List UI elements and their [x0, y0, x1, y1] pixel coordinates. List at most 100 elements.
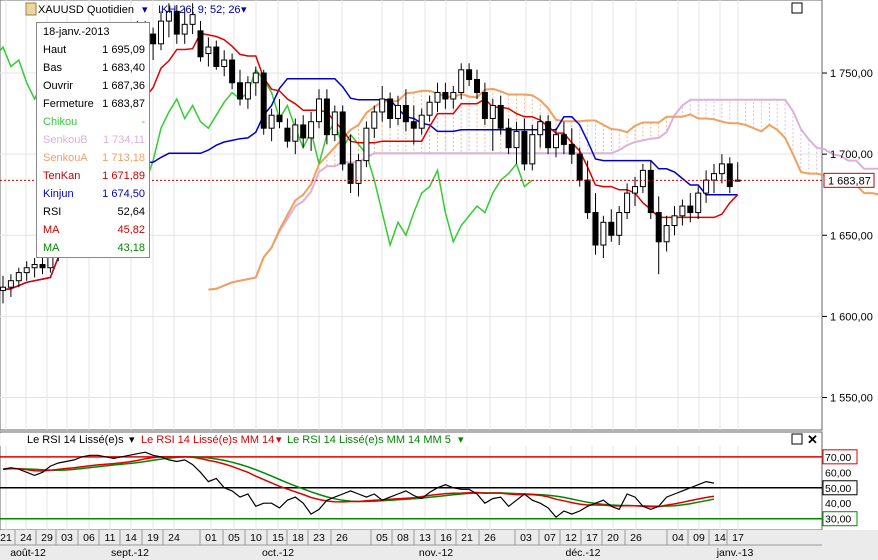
symbol-icon[interactable] — [25, 2, 37, 16]
candle — [339, 105, 346, 171]
last-price-label: 1 683,87 — [828, 175, 871, 187]
symbol-dropdown-icon[interactable]: ▾ — [142, 4, 148, 16]
info-value: 1 683,40 — [102, 62, 145, 74]
price-tick-label: 1 750,00 — [830, 68, 873, 80]
day-label: 03 — [61, 532, 73, 544]
candle — [158, 11, 164, 51]
price-tick-label: 1 550,00 — [830, 393, 873, 405]
rsi-ma5-label[interactable]: Le RSI 14 Lissé(e)s MM 14 MM 5 — [287, 434, 451, 446]
candle — [529, 124, 536, 171]
day-label: 10 — [250, 532, 262, 544]
day-label: 19 — [147, 532, 159, 544]
chikou-line — [0, 45, 533, 248]
candle — [481, 82, 488, 125]
candle — [537, 115, 544, 148]
info-value: 1 695,09 — [102, 44, 145, 56]
candle — [450, 86, 457, 109]
rsi-line — [2, 451, 715, 519]
candle — [695, 186, 702, 220]
rsi-tick-label: 60,00 — [825, 467, 851, 479]
candle — [292, 118, 299, 155]
candle — [150, 27, 157, 61]
candle — [347, 134, 354, 194]
rsi-maximize-icon[interactable] — [791, 433, 803, 445]
candle — [703, 170, 710, 203]
price-tick-label: 1 700,00 — [830, 149, 873, 161]
info-value: 43,18 — [117, 242, 145, 254]
candle — [584, 160, 591, 220]
candle — [237, 69, 243, 106]
candle — [316, 89, 322, 129]
day-label: 12 — [565, 532, 577, 544]
candle — [276, 98, 283, 129]
candle — [15, 267, 22, 288]
candle — [442, 82, 449, 109]
rsi-label[interactable]: Le RSI 14 Lissé(e)s — [27, 434, 124, 446]
info-date: 18-janv.-2013 — [37, 23, 149, 41]
candle — [718, 154, 725, 184]
month-label: nov.-12 — [419, 547, 453, 559]
rsi-ma5-dropdown-icon[interactable]: ▾ — [458, 434, 464, 446]
day-label: 20 — [607, 532, 619, 544]
day-label: 13 — [419, 532, 431, 544]
info-label: MA — [43, 224, 60, 236]
candle — [513, 121, 520, 164]
info-row-ouvrir: Ouvrir 1 687,36 — [37, 77, 149, 95]
senkou-b-line — [208, 98, 878, 291]
day-label: 05 — [228, 532, 240, 544]
candle — [308, 111, 315, 151]
info-label: Bas — [43, 62, 62, 74]
info-row-tenkan: TenKan 1 671,89 — [37, 167, 149, 185]
candle — [679, 199, 686, 226]
candle — [726, 157, 733, 194]
day-label: 14 — [125, 532, 137, 544]
candle — [521, 118, 528, 171]
candle — [655, 196, 662, 275]
info-value: 45,82 — [117, 224, 145, 236]
info-row-ma: MA 45,82 — [37, 221, 149, 239]
month-label: janv.-13 — [716, 547, 754, 559]
candle — [221, 50, 228, 77]
day-label: 05 — [376, 532, 388, 544]
info-panel: 18-janv.-2013 Haut 1 695,09 Bas 1 683,40 Ouv… — [36, 22, 150, 258]
rsi-ma14-label[interactable]: Le RSI 14 Lissé(e)s MM 14 — [141, 434, 274, 446]
close-icon[interactable]: ✕ — [807, 432, 818, 447]
candle — [687, 193, 694, 223]
candle — [268, 108, 275, 142]
candle — [600, 215, 607, 258]
symbol-label[interactable]: XAUUSD Quotidien — [38, 4, 134, 16]
rsi-tick-label: 50,00 — [825, 483, 851, 495]
info-value: 1 683,87 — [102, 98, 145, 110]
candle — [387, 92, 394, 129]
candle — [568, 128, 575, 164]
candle — [31, 258, 38, 278]
rsi-dropdown-icon[interactable]: ▾ — [129, 434, 135, 446]
ichimoku-label[interactable]: IKH 26; 9; 52; 26 — [158, 4, 241, 16]
candle — [7, 274, 14, 297]
candle — [323, 89, 330, 145]
day-label: 15 — [272, 532, 284, 544]
candle — [466, 63, 473, 86]
info-row-bas: Bas 1 683,40 — [37, 59, 149, 77]
rsi-tick-label: 70,00 — [825, 452, 851, 464]
candle — [671, 206, 678, 236]
month-label: sept.-12 — [111, 547, 149, 559]
candle — [189, 3, 196, 35]
candle — [497, 95, 504, 135]
candle — [205, 37, 212, 67]
info-value: - — [141, 116, 145, 128]
candle — [489, 98, 496, 151]
candle — [213, 40, 220, 70]
ichimoku-dropdown-icon[interactable]: ▾ — [241, 4, 247, 16]
rsi-tick-label: 30,00 — [825, 514, 851, 526]
day-label: 16 — [440, 532, 452, 544]
info-label: SenkouB — [43, 134, 88, 146]
maximize-icon[interactable] — [791, 2, 803, 14]
info-row-senkoub: SenkouB 1 734,11 — [37, 131, 149, 149]
rsi-ma14-dropdown-icon[interactable]: ▾ — [276, 434, 282, 446]
candle — [576, 147, 583, 187]
day-label: 23 — [313, 532, 325, 544]
candle — [505, 118, 512, 155]
info-row-kinjun: Kinjun 1 674,50 — [37, 185, 149, 203]
info-label: Ouvrir — [43, 80, 73, 92]
